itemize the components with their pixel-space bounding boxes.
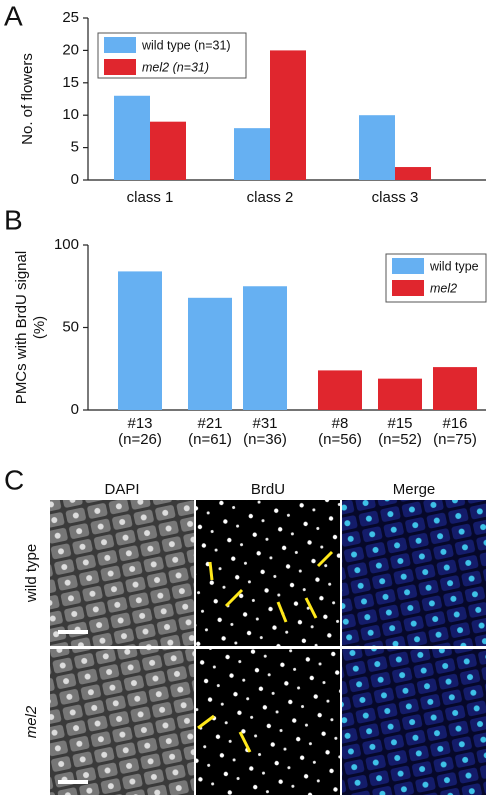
panel-label: A xyxy=(4,0,23,31)
column-label: BrdU xyxy=(251,481,285,498)
x-tick-label: #21 xyxy=(197,415,222,432)
bar xyxy=(395,167,431,180)
bar xyxy=(433,367,477,410)
x-tick-note: (n=36) xyxy=(243,431,287,448)
legend-label: wild type xyxy=(429,259,479,273)
x-tick-label: class 2 xyxy=(247,189,294,206)
y-tick-label: 0 xyxy=(71,401,79,418)
arrows xyxy=(197,550,334,753)
bar xyxy=(118,271,162,410)
y-tick-label: 25 xyxy=(62,9,79,26)
bar xyxy=(150,121,186,180)
y-tick-label: 10 xyxy=(62,106,79,123)
y-axis-label: PMCs with BrdU signal(%) xyxy=(13,251,48,404)
y-tick-label: 100 xyxy=(54,236,79,253)
y-tick-label: 0 xyxy=(71,171,79,188)
x-tick-note: (n=26) xyxy=(118,431,162,448)
bar xyxy=(378,378,422,410)
bar xyxy=(243,286,287,410)
x-tick-note: (n=61) xyxy=(188,431,232,448)
bar xyxy=(114,95,150,180)
image xyxy=(196,500,340,646)
x-tick-label: #15 xyxy=(387,415,412,432)
y-axis-label: No. of flowers xyxy=(19,53,36,145)
micrographs: DAPI BrdU Merge wild type mel2 xyxy=(23,481,486,795)
row-label: wild type xyxy=(23,544,40,603)
image xyxy=(50,500,194,646)
bar xyxy=(234,128,270,180)
legend-label: mel2 xyxy=(430,281,457,295)
image xyxy=(196,649,340,795)
legend-label: wild type (n=31) xyxy=(141,38,231,52)
column-label: DAPI xyxy=(104,481,139,498)
x-tick-label: class 3 xyxy=(372,189,419,206)
bar xyxy=(359,115,395,180)
x-tick-label: class 1 xyxy=(127,189,174,206)
row-label: mel2 xyxy=(23,705,40,738)
legend-label: mel2 (n=31) xyxy=(142,60,209,74)
x-tick-label: #16 xyxy=(442,415,467,432)
x-tick-label: #8 xyxy=(332,415,349,432)
image xyxy=(342,649,486,795)
legend-swatch xyxy=(392,258,424,274)
panel-label: B xyxy=(4,204,23,235)
y-tick-label: 5 xyxy=(71,139,79,156)
x-tick-note: (n=52) xyxy=(378,431,422,448)
y-tick-label: 20 xyxy=(62,41,79,58)
panel-label: C xyxy=(4,464,24,495)
legend-swatch xyxy=(104,59,136,75)
legend-swatch xyxy=(392,280,424,296)
x-tick-note: (n=75) xyxy=(433,431,477,448)
column-label: Merge xyxy=(393,481,436,498)
bar xyxy=(270,50,306,181)
y-tick-label: 50 xyxy=(62,318,79,335)
image xyxy=(342,500,486,646)
image xyxy=(50,649,194,795)
legend-swatch xyxy=(104,37,136,53)
x-tick-label: #13 xyxy=(127,415,152,432)
y-tick-label: 15 xyxy=(62,74,79,91)
x-tick-note: (n=56) xyxy=(318,431,362,448)
bar xyxy=(188,297,232,410)
bar xyxy=(318,370,362,410)
x-tick-label: #31 xyxy=(252,415,277,432)
